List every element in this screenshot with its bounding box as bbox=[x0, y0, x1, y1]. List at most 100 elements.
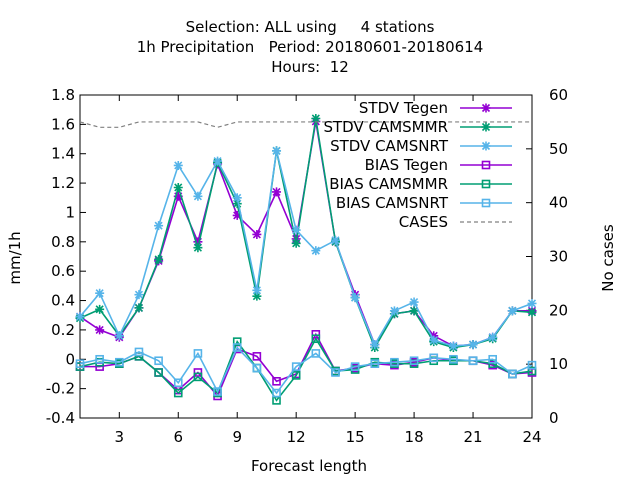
x-axis-label: Forecast length bbox=[251, 457, 367, 475]
data-point bbox=[232, 337, 242, 346]
y-tick-label: 0.2 bbox=[51, 321, 75, 339]
data-point bbox=[527, 360, 537, 370]
data-point bbox=[311, 349, 321, 358]
y-tick-label: 0.6 bbox=[51, 262, 75, 280]
series-line bbox=[79, 337, 533, 402]
y2-axis-label: No cases bbox=[599, 224, 617, 292]
data-point bbox=[252, 291, 262, 301]
x-tick-label: 3 bbox=[115, 428, 125, 446]
data-point bbox=[232, 193, 242, 203]
data-point bbox=[134, 290, 144, 300]
y2-tick-label: 40 bbox=[549, 194, 568, 212]
plot-border bbox=[79, 94, 533, 419]
data-point bbox=[311, 246, 321, 256]
y-tick-label: -0.4 bbox=[46, 409, 75, 427]
data-point bbox=[507, 306, 517, 316]
series-line bbox=[79, 118, 533, 350]
y2-tick-label: 0 bbox=[549, 409, 559, 427]
data-point bbox=[508, 369, 517, 379]
data-point bbox=[429, 335, 439, 345]
x-tick-label: 9 bbox=[232, 428, 242, 446]
data-point bbox=[252, 363, 262, 373]
data-point bbox=[409, 306, 419, 316]
data-point bbox=[213, 387, 222, 396]
legend-label: BIAS CAMSMMR bbox=[329, 175, 448, 193]
y-axis-label: mm/1h bbox=[6, 231, 24, 284]
legend-marker bbox=[481, 122, 491, 132]
series-line bbox=[79, 121, 532, 128]
series-line bbox=[80, 332, 533, 398]
y-tick-label: 1.2 bbox=[51, 174, 75, 192]
data-point bbox=[95, 288, 105, 298]
chart-title-line-3: Hours: 12 bbox=[271, 58, 349, 76]
data-point bbox=[173, 182, 183, 192]
data-point bbox=[527, 298, 537, 308]
data-point bbox=[193, 349, 203, 358]
chart-title-line-1: Selection: ALL using 4 stations bbox=[185, 18, 435, 36]
data-point bbox=[390, 357, 399, 367]
data-point bbox=[95, 304, 105, 314]
data-point bbox=[252, 352, 262, 361]
data-point bbox=[154, 221, 164, 231]
x-tick-label: 24 bbox=[522, 428, 541, 446]
y-tick-label: 0.8 bbox=[51, 233, 75, 251]
data-point bbox=[272, 187, 282, 197]
data-point bbox=[272, 388, 281, 398]
data-point bbox=[409, 297, 419, 307]
x-tick-label: 21 bbox=[463, 428, 482, 446]
data-point bbox=[134, 352, 144, 361]
y-tick-label: 1.8 bbox=[51, 86, 75, 104]
data-point bbox=[134, 347, 144, 357]
series-stdv-tegen bbox=[75, 116, 537, 351]
plot-area bbox=[79, 94, 533, 419]
series-bias-tegen bbox=[75, 330, 537, 401]
data-point bbox=[488, 354, 497, 364]
data-point bbox=[350, 293, 360, 303]
data-point bbox=[468, 356, 478, 366]
x-tick-label: 18 bbox=[405, 428, 424, 446]
data-point bbox=[173, 160, 183, 170]
data-point bbox=[389, 306, 399, 316]
data-point bbox=[448, 341, 458, 351]
data-point bbox=[115, 357, 124, 367]
data-point bbox=[370, 359, 380, 368]
data-point bbox=[409, 356, 419, 366]
data-point bbox=[232, 343, 242, 352]
data-point bbox=[429, 353, 439, 363]
legend-marker bbox=[481, 103, 491, 113]
data-point bbox=[193, 191, 203, 201]
y2-tick-label: 50 bbox=[549, 140, 568, 158]
data-point bbox=[193, 243, 203, 253]
data-point bbox=[75, 359, 85, 368]
data-point bbox=[173, 191, 183, 201]
data-point bbox=[291, 371, 301, 380]
y-tick-label: 1 bbox=[65, 203, 75, 221]
data-point bbox=[311, 334, 321, 344]
x-tick-label: 6 bbox=[173, 428, 183, 446]
data-point bbox=[232, 199, 242, 209]
legend-label: CASES bbox=[399, 213, 448, 231]
data-point bbox=[232, 210, 242, 220]
y2-tick-label: 20 bbox=[549, 301, 568, 319]
data-point bbox=[252, 229, 262, 239]
data-point bbox=[350, 362, 360, 371]
data-point bbox=[291, 362, 301, 371]
data-point bbox=[291, 225, 301, 235]
chart-title-line-2: 1h Precipitation Period: 20180601-201806… bbox=[136, 38, 484, 56]
y-tick-label: 1.6 bbox=[51, 115, 75, 133]
data-point bbox=[95, 325, 105, 335]
data-point bbox=[311, 113, 321, 123]
data-point bbox=[488, 332, 498, 342]
legend-label: STDV Tegen bbox=[359, 99, 448, 117]
legend-label: BIAS CAMSNRT bbox=[336, 194, 449, 212]
legend-marker bbox=[481, 198, 491, 208]
y2-tick-label: 30 bbox=[549, 248, 568, 266]
x-tick-label: 15 bbox=[346, 428, 365, 446]
data-point bbox=[193, 237, 203, 247]
y-tick-label: -0.2 bbox=[46, 380, 75, 398]
data-point bbox=[331, 368, 340, 377]
data-point bbox=[95, 354, 104, 364]
data-point bbox=[468, 340, 478, 350]
